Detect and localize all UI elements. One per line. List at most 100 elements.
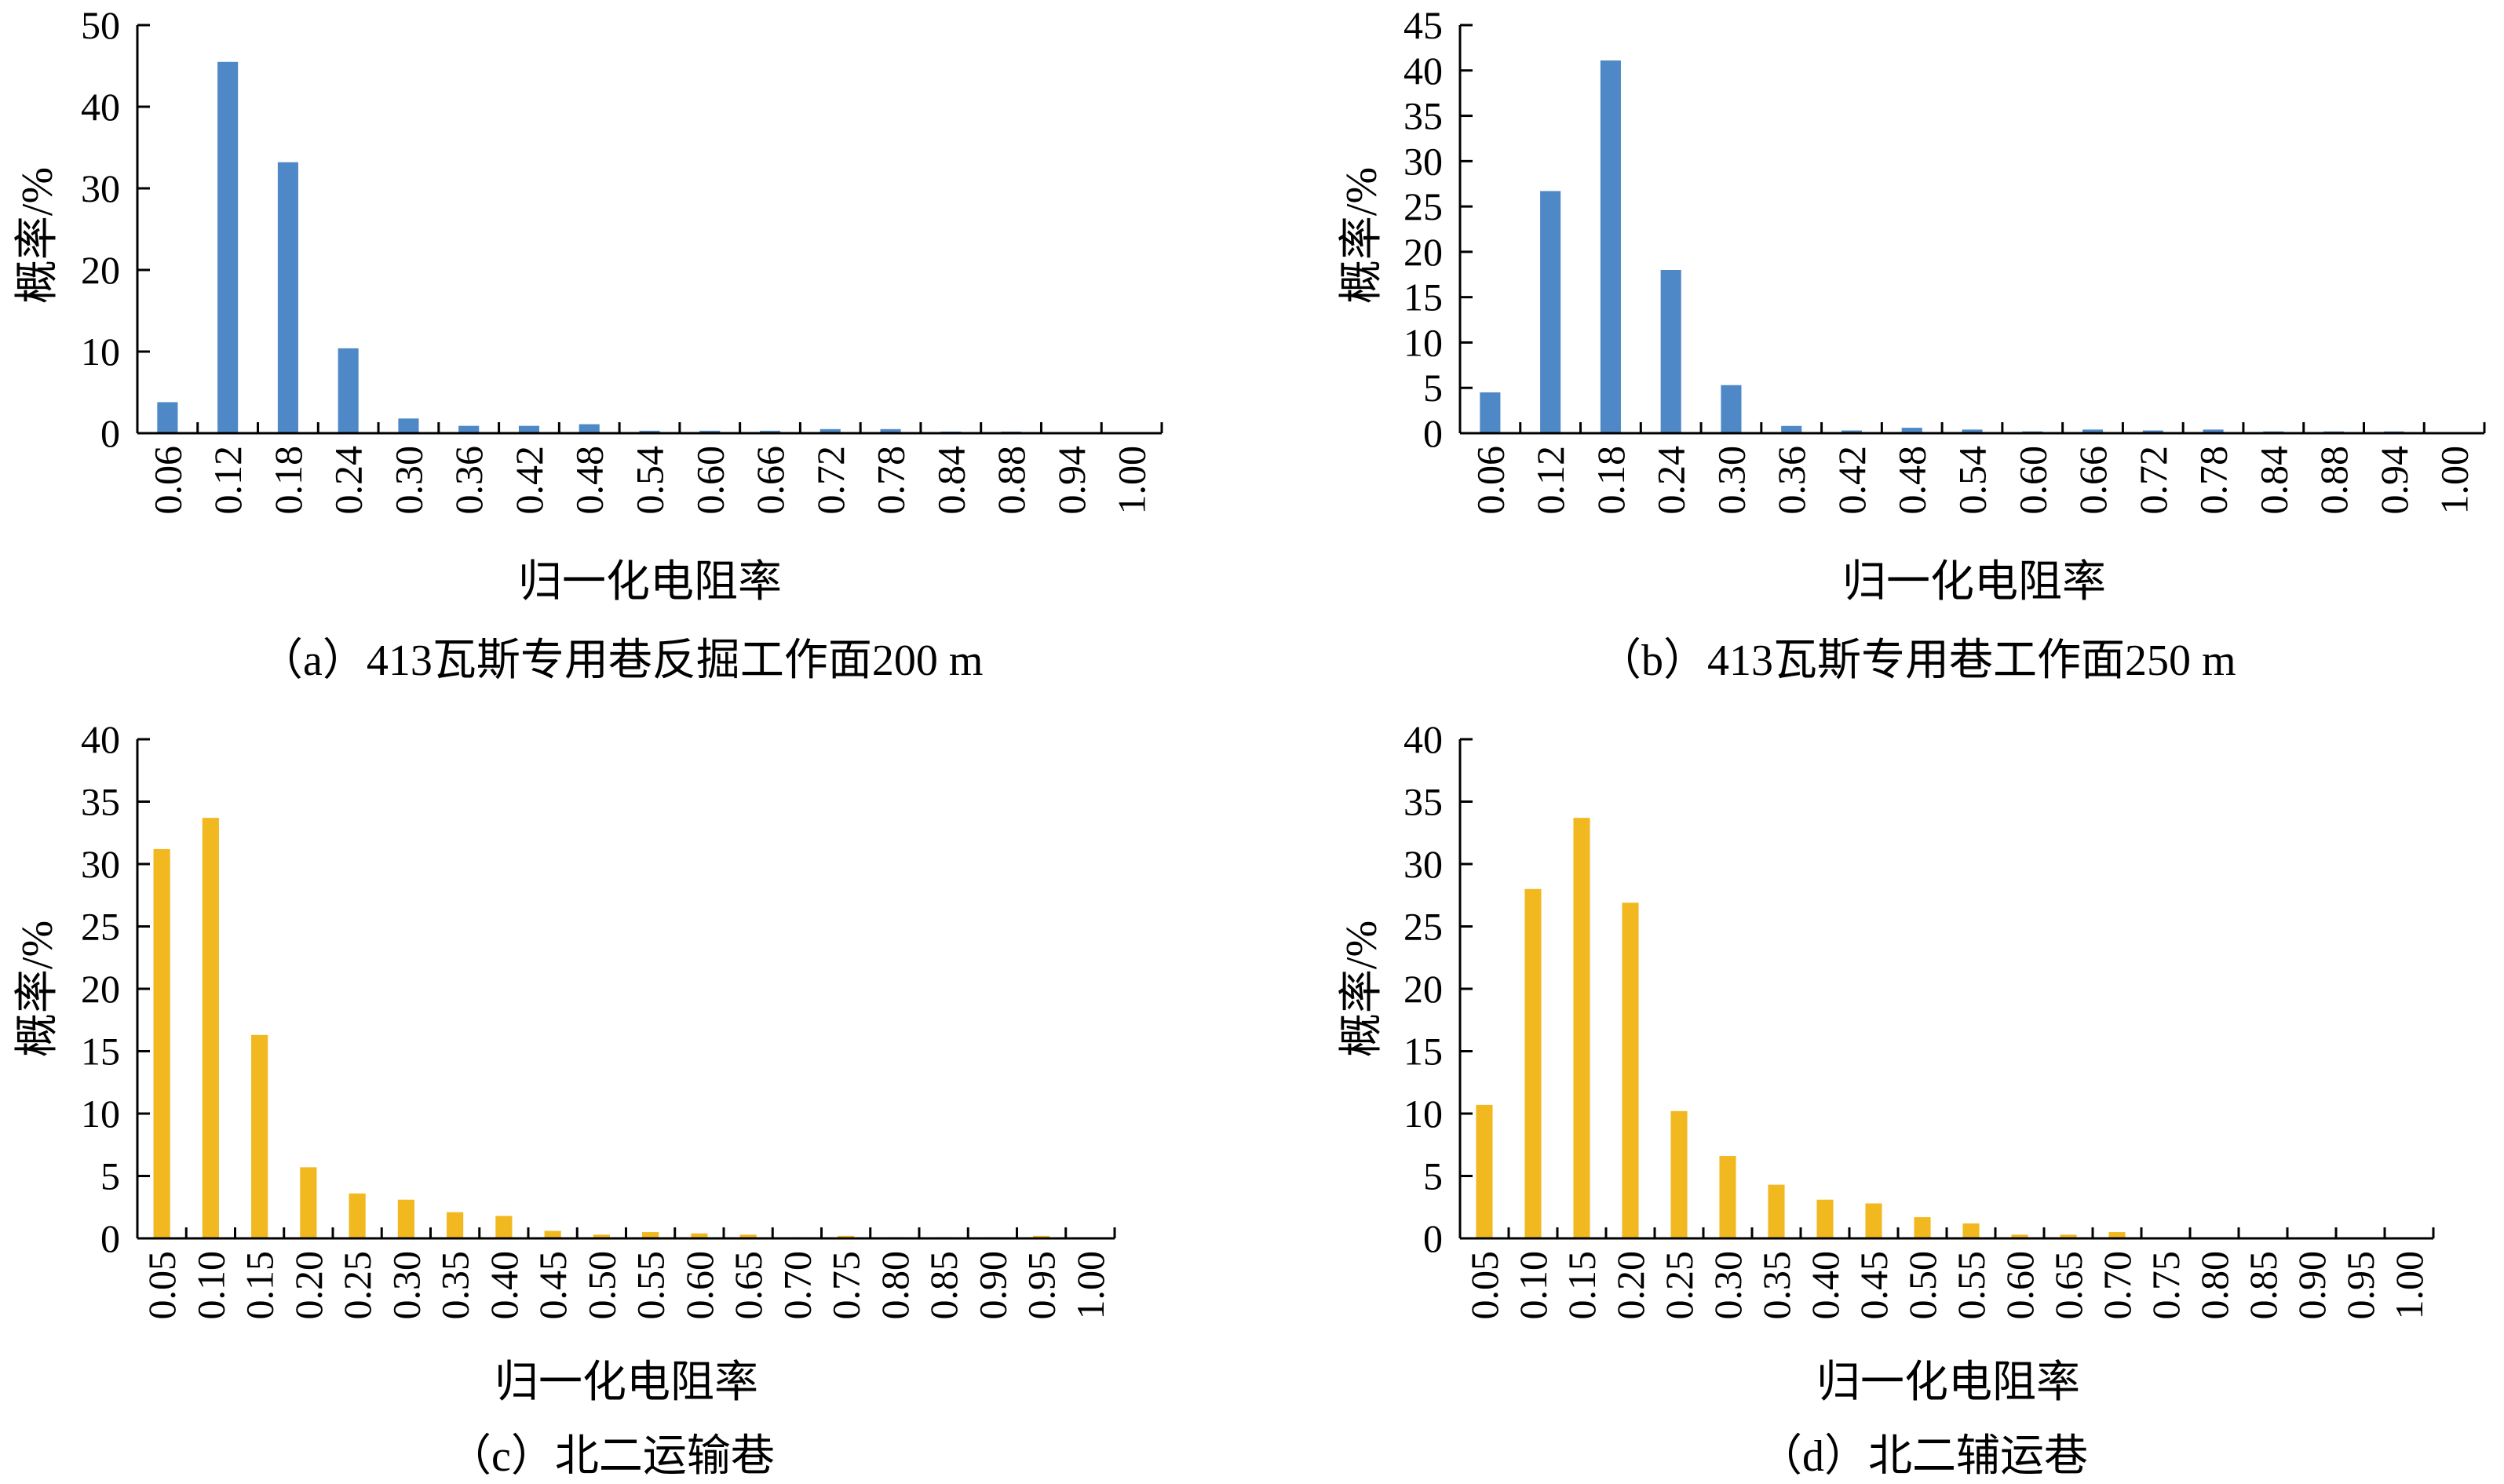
- x-tick-label-b-4: 0.30: [1709, 446, 1753, 515]
- y-tick-label-b-4: 20: [1403, 230, 1443, 274]
- x-tick-label-c-17: 0.90: [970, 1251, 1014, 1320]
- bar-d-3: [1622, 902, 1639, 1238]
- bar-b-2: [1600, 60, 1621, 434]
- x-tick-label-a-7: 0.48: [568, 446, 611, 515]
- y-tick-label-d-4: 20: [1403, 967, 1443, 1011]
- bar-a-2: [277, 162, 298, 433]
- bar-c-6: [447, 1212, 464, 1238]
- x-tick-label-b-10: 0.66: [2071, 446, 2115, 515]
- bar-d-7: [1816, 1199, 1834, 1238]
- x-tick-label-c-14: 0.75: [824, 1251, 868, 1320]
- x-tick-label-c-6: 0.35: [433, 1251, 477, 1320]
- bar-a-4: [398, 418, 419, 433]
- bar-c-8: [544, 1231, 561, 1238]
- y-tick-label-c-4: 20: [81, 967, 120, 1011]
- bar-d-8: [1865, 1203, 1882, 1238]
- y-tick-label-a-0: 0: [100, 411, 120, 455]
- bar-a-0: [157, 402, 178, 433]
- bar-c-18: [1033, 1235, 1050, 1238]
- y-tick-label-b-7: 35: [1403, 94, 1443, 138]
- bar-c-10: [642, 1232, 659, 1238]
- bar-a-7: [579, 424, 600, 433]
- x-tick-label-d-14: 0.75: [2144, 1251, 2188, 1320]
- y-tick-label-c-8: 40: [81, 717, 120, 761]
- x-tick-label-c-18: 0.95: [1020, 1251, 1064, 1320]
- y-tick-label-d-2: 10: [1403, 1092, 1443, 1136]
- x-tick-label-d-10: 0.55: [1949, 1251, 1993, 1320]
- x-tick-label-d-12: 0.65: [2046, 1251, 2090, 1320]
- caption-b: （b）413瓦斯专用巷工作面250 m: [1597, 636, 2236, 685]
- bar-b-3: [1660, 270, 1681, 433]
- x-tick-label-d-17: 0.90: [2290, 1251, 2334, 1320]
- x-tick-label-d-13: 0.70: [2095, 1251, 2139, 1320]
- x-tick-label-a-16: 1.00: [1110, 446, 1154, 515]
- x-tick-label-d-4: 0.25: [1657, 1251, 1701, 1320]
- x-tick-label-b-2: 0.18: [1589, 446, 1633, 515]
- x-tick-label-c-16: 0.85: [922, 1251, 965, 1320]
- x-tick-label-c-8: 0.45: [531, 1251, 575, 1320]
- x-tick-label-d-9: 0.50: [1900, 1251, 1944, 1320]
- bar-a-1: [217, 61, 239, 434]
- x-tick-label-d-6: 0.35: [1754, 1251, 1798, 1320]
- bar-a-5: [458, 425, 480, 433]
- bar-a-12: [880, 428, 901, 433]
- y-tick-label-a-1: 10: [81, 330, 120, 374]
- bar-a-3: [338, 348, 359, 433]
- y-tick-label-d-0: 0: [1423, 1216, 1443, 1260]
- x-tick-label-c-2: 0.15: [238, 1251, 282, 1320]
- x-tick-label-a-14: 0.88: [989, 446, 1033, 515]
- y-tick-label-c-7: 35: [81, 780, 120, 824]
- x-tick-label-d-3: 0.20: [1608, 1251, 1652, 1320]
- x-tick-label-c-3: 0.20: [287, 1251, 330, 1320]
- bar-b-8: [1962, 429, 1983, 433]
- x-tick-label-a-5: 0.36: [447, 446, 491, 515]
- caption-a: （a）413瓦斯专用巷反掘工作面200 m: [259, 636, 984, 685]
- x-axis-title-d: 归一化电阻率: [1816, 1358, 2080, 1407]
- y-tick-label-c-5: 25: [81, 905, 120, 949]
- y-tick-label-d-6: 30: [1403, 842, 1443, 886]
- bar-c-4: [349, 1193, 366, 1238]
- x-tick-label-b-6: 0.42: [1830, 446, 1874, 515]
- bar-d-13: [2108, 1232, 2126, 1238]
- bar-c-14: [838, 1235, 855, 1238]
- x-tick-label-c-19: 1.00: [1068, 1251, 1112, 1320]
- x-tick-label-d-0: 0.05: [1462, 1251, 1506, 1320]
- x-tick-label-d-2: 0.15: [1560, 1251, 1604, 1320]
- bar-a-11: [819, 428, 841, 433]
- x-tick-label-c-10: 0.55: [629, 1251, 673, 1320]
- bar-c-9: [593, 1234, 610, 1238]
- y-axis-title-c: 概率/%: [13, 921, 62, 1057]
- bar-b-11: [2142, 430, 2163, 433]
- x-tick-label-c-5: 0.30: [384, 1251, 428, 1320]
- bar-d-5: [1719, 1156, 1736, 1238]
- y-tick-label-a-2: 20: [81, 248, 120, 292]
- x-tick-label-d-8: 0.45: [1852, 1251, 1896, 1320]
- x-tick-label-b-8: 0.54: [1951, 446, 1995, 515]
- chart-a: 0 10 20 30 40 50 0.06 0.12 0.18 0.24 0.30 0.36 0.42 0…: [13, 3, 1163, 607]
- bar-b-4: [1721, 385, 1742, 433]
- x-tick-label-d-16: 0.85: [2241, 1251, 2285, 1320]
- y-tick-label-b-8: 40: [1403, 49, 1443, 93]
- caption-c: （c）北二运输巷: [447, 1432, 775, 1481]
- x-axis-title-a: 归一化电阻率: [518, 558, 782, 607]
- bar-a-9: [699, 430, 721, 433]
- x-tick-label-b-5: 0.36: [1769, 446, 1813, 515]
- bar-c-11: [691, 1233, 708, 1238]
- y-tick-label-c-6: 30: [81, 842, 120, 886]
- y-tick-label-d-1: 5: [1423, 1154, 1443, 1198]
- x-tick-label-c-0: 0.05: [140, 1251, 184, 1320]
- x-tick-label-a-11: 0.72: [809, 446, 852, 515]
- y-tick-label-b-2: 10: [1403, 320, 1443, 364]
- y-tick-label-a-4: 40: [81, 85, 120, 129]
- x-tick-label-d-11: 0.60: [1998, 1251, 2042, 1320]
- x-tick-label-b-13: 0.84: [2251, 446, 2295, 515]
- bar-d-12: [2060, 1234, 2077, 1238]
- y-axis-title-d: 概率/%: [1338, 921, 1386, 1057]
- bar-d-9: [1914, 1216, 1931, 1238]
- y-tick-label-c-2: 10: [81, 1092, 120, 1136]
- bar-c-1: [202, 818, 219, 1238]
- y-tick-label-a-5: 50: [81, 3, 120, 47]
- x-tick-label-b-7: 0.48: [1890, 446, 1934, 515]
